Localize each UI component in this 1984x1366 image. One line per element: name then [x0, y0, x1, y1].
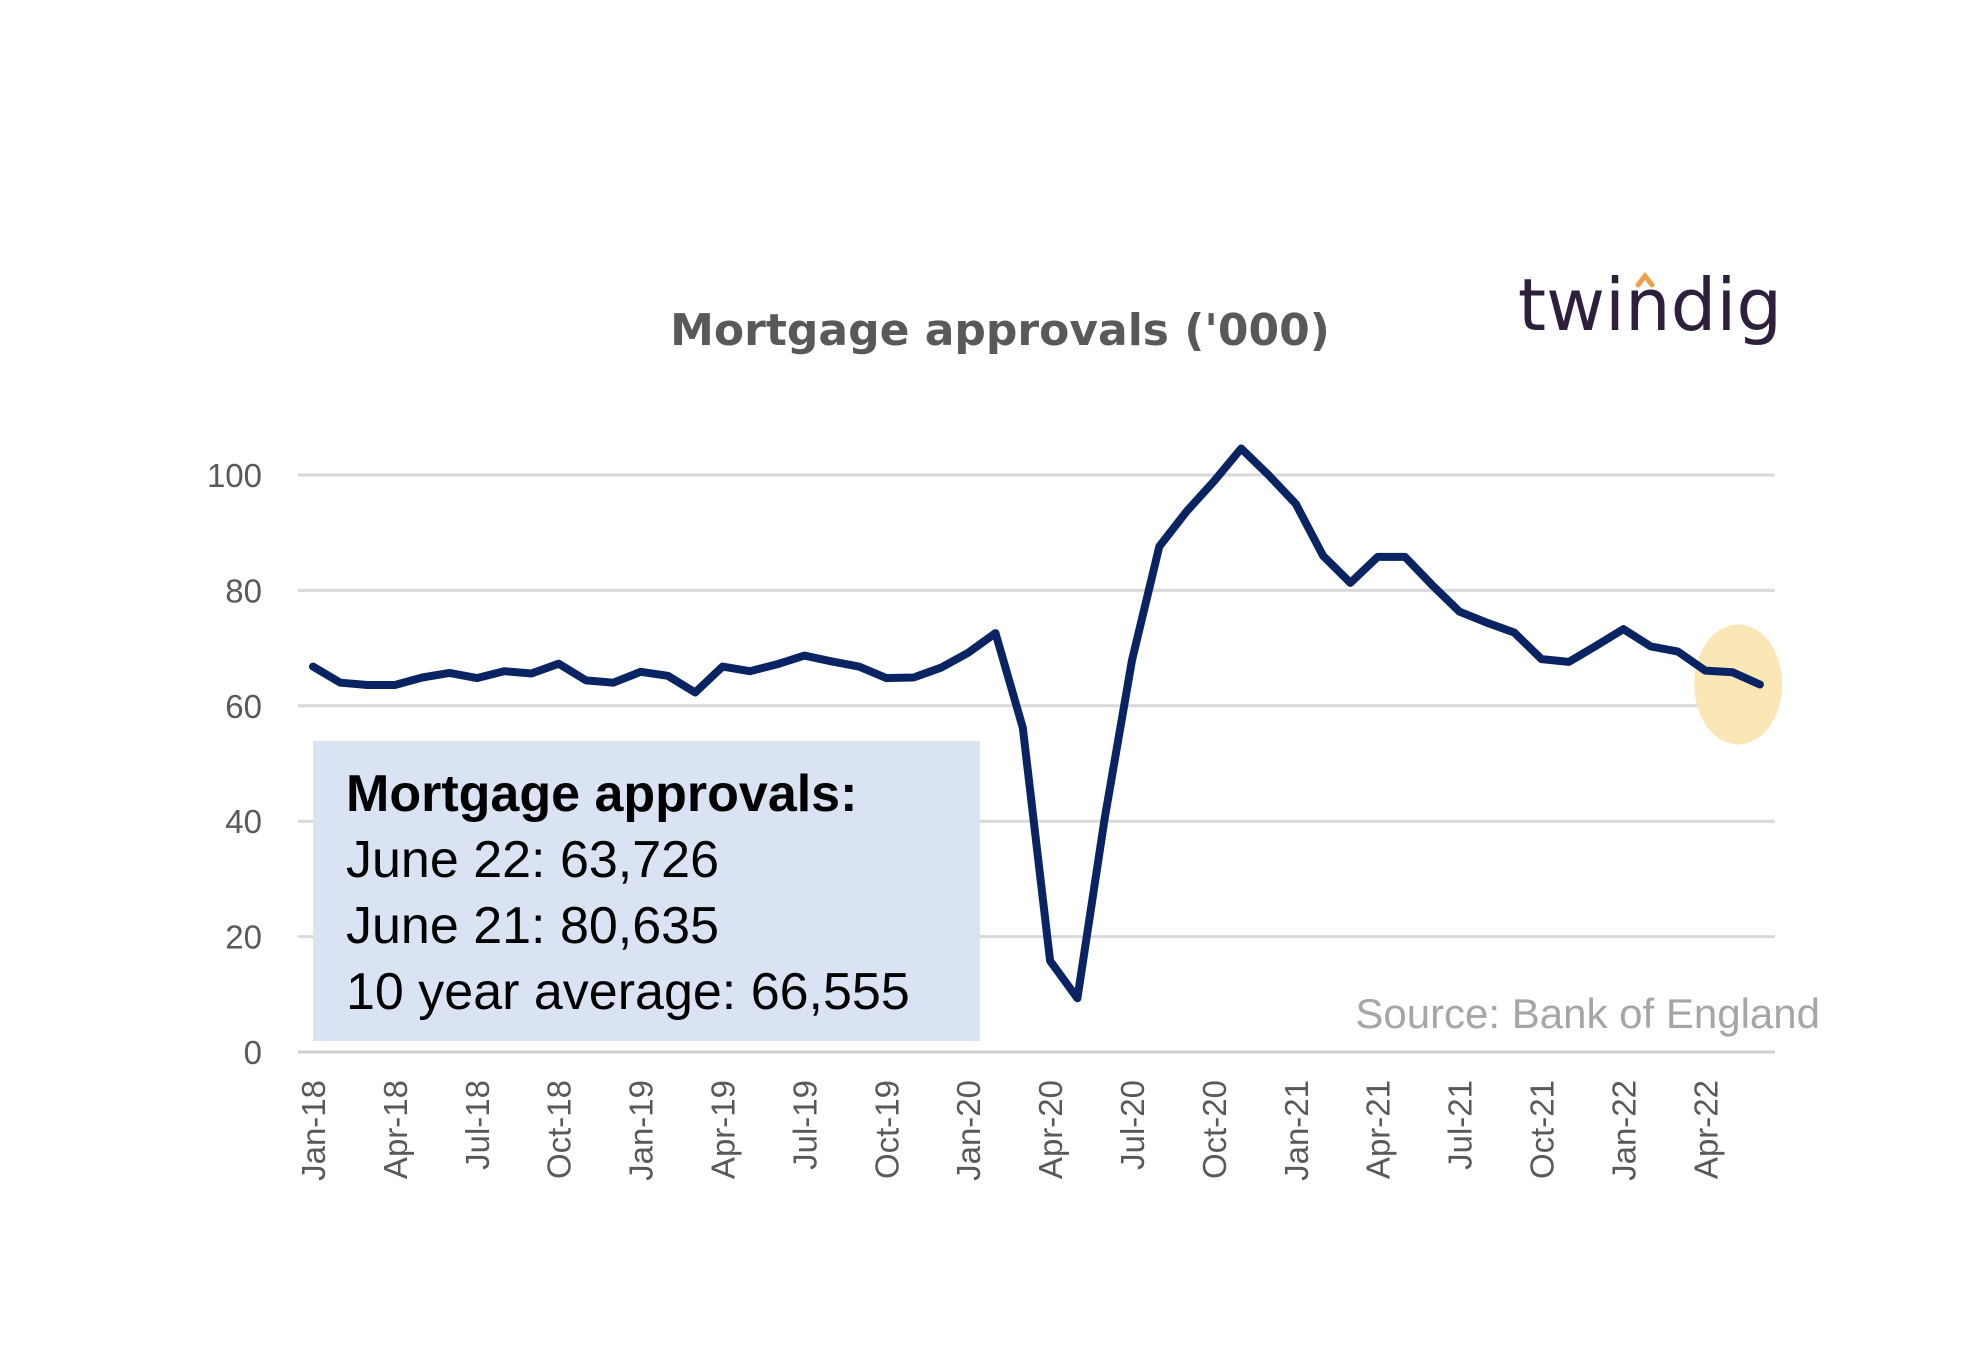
x-tick-label: Oct-18: [541, 1080, 578, 1179]
y-axis-ticks: 0 20 40 60 80 100: [207, 457, 262, 1071]
y-tick-label: 100: [207, 457, 262, 494]
x-tick-label: Jul-20: [1114, 1080, 1151, 1170]
series-layer: [309, 444, 1764, 1003]
x-tick-label: Jan-19: [623, 1080, 660, 1181]
x-tick-label: Apr-22: [1687, 1080, 1724, 1179]
callout-line-june-21: June 21: 80,635: [346, 897, 719, 955]
x-tick-label: Jan-18: [295, 1080, 332, 1181]
y-tick-label: 60: [225, 688, 262, 725]
callout-box: Mortgage approvals: June 22: 63,726 June…: [313, 741, 980, 1041]
x-tick-label: Jul-19: [786, 1080, 823, 1170]
x-tick-label: Oct-21: [1524, 1080, 1561, 1179]
y-tick-label: 80: [225, 572, 262, 609]
x-tick-label: Apr-18: [377, 1080, 414, 1179]
twindig-logo: twindig: [1518, 263, 1782, 347]
callout-line-june-22: June 22: 63,726: [346, 831, 719, 889]
x-tick-label: Oct-19: [868, 1080, 905, 1179]
x-tick-label: Apr-20: [1032, 1080, 1069, 1179]
x-tick-label: Oct-20: [1196, 1080, 1233, 1179]
y-tick-label: 40: [225, 803, 262, 840]
y-tick-label: 0: [244, 1034, 262, 1071]
x-tick-label: Apr-21: [1360, 1080, 1397, 1179]
callout-heading: Mortgage approvals:: [346, 765, 858, 823]
x-tick-label: Jan-22: [1605, 1080, 1642, 1181]
x-tick-label: Jan-21: [1278, 1080, 1315, 1181]
latest-value-highlight: [1694, 624, 1783, 745]
x-axis-ticks: Jan-18 Apr-18 Jul-18 Oct-18 Jan-19 Apr-19 Jul-…: [295, 1080, 1724, 1181]
chart-title: Mortgage approvals ('000): [670, 305, 1330, 356]
x-tick-label: Jul-21: [1442, 1080, 1479, 1170]
x-tick-label: Apr-19: [705, 1080, 742, 1179]
source-note: Source: Bank of England: [1355, 990, 1820, 1037]
x-tick-label: Jan-20: [950, 1080, 987, 1181]
series-line: [309, 444, 1764, 1003]
y-tick-label: 20: [225, 919, 262, 956]
x-tick-label: Jul-18: [459, 1080, 496, 1170]
logo-accent-icon: [1635, 271, 1655, 288]
logo-text: twindig: [1518, 263, 1782, 347]
callout-line-average: 10 year average: 66,555: [346, 963, 910, 1021]
